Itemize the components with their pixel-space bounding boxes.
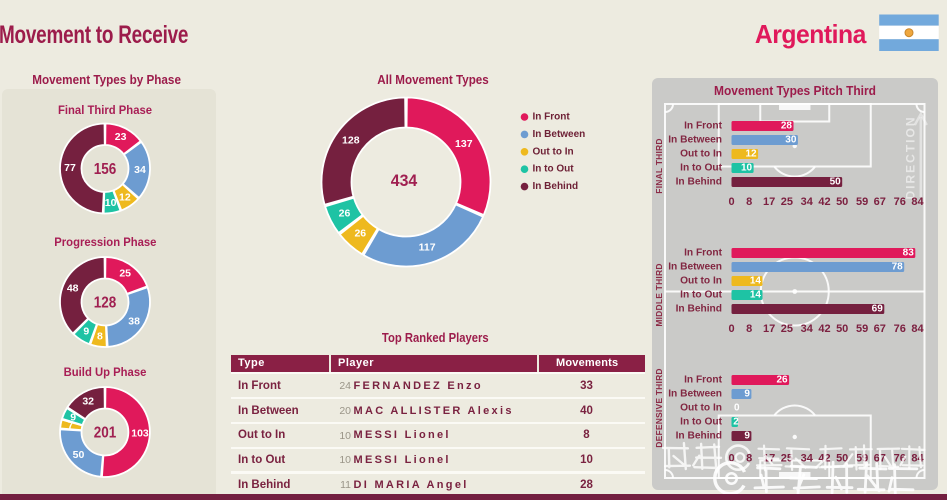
svg-text:42: 42 — [818, 323, 830, 335]
svg-text:12: 12 — [745, 149, 757, 160]
svg-text:50: 50 — [830, 177, 842, 188]
svg-text:25: 25 — [781, 453, 793, 465]
svg-text:128: 128 — [342, 135, 360, 147]
svg-text:67: 67 — [874, 323, 886, 335]
svg-text:32: 32 — [82, 395, 94, 407]
svg-text:FINAL THIRD: FINAL THIRD — [654, 138, 664, 193]
svg-text:77: 77 — [64, 162, 76, 174]
svg-text:50: 50 — [836, 453, 848, 465]
svg-text:84: 84 — [911, 196, 924, 208]
svg-text:10: 10 — [741, 163, 753, 174]
svg-text:76: 76 — [894, 196, 906, 208]
svg-text:0: 0 — [728, 323, 734, 335]
svg-text:0: 0 — [734, 403, 740, 414]
svg-text:67: 67 — [874, 196, 886, 208]
svg-text:9: 9 — [70, 411, 76, 423]
svg-text:48: 48 — [67, 283, 79, 295]
svg-text:In Between: In Between — [668, 389, 722, 400]
svg-text:50: 50 — [836, 196, 848, 208]
svg-text:17: 17 — [763, 323, 775, 335]
svg-text:In Behind: In Behind — [676, 431, 722, 442]
svg-text:156: 156 — [94, 161, 117, 178]
svg-text:17: 17 — [763, 196, 775, 208]
svg-text:MIDDLE THIRD: MIDDLE THIRD — [654, 263, 664, 326]
svg-text:In to Out: In to Out — [680, 290, 722, 301]
svg-text:25: 25 — [119, 267, 131, 279]
svg-text:128: 128 — [94, 295, 117, 312]
svg-text:76: 76 — [894, 323, 906, 335]
svg-text:103: 103 — [131, 427, 149, 439]
svg-text:201: 201 — [94, 425, 117, 442]
svg-text:34: 34 — [801, 323, 814, 335]
svg-text:50: 50 — [836, 323, 848, 335]
svg-text:50: 50 — [73, 449, 85, 461]
svg-text:34: 34 — [801, 196, 814, 208]
svg-text:8: 8 — [97, 331, 103, 343]
svg-text:Out to In: Out to In — [680, 149, 722, 160]
svg-text:26: 26 — [776, 375, 788, 386]
svg-text:59: 59 — [856, 323, 868, 335]
svg-text:DEFENSIVE THIRD: DEFENSIVE THIRD — [654, 368, 664, 448]
svg-text:34: 34 — [801, 453, 814, 465]
svg-text:0: 0 — [728, 196, 734, 208]
svg-text:14: 14 — [750, 276, 762, 287]
svg-text:In Behind: In Behind — [676, 177, 722, 188]
svg-text:12: 12 — [119, 191, 131, 203]
svg-text:8: 8 — [746, 196, 752, 208]
svg-text:DIRECTION: DIRECTION — [904, 116, 918, 200]
svg-text:2: 2 — [733, 417, 739, 428]
svg-text:28: 28 — [781, 121, 793, 132]
svg-text:In Front: In Front — [684, 375, 723, 386]
svg-text:83: 83 — [903, 248, 915, 259]
svg-text:Out to In: Out to In — [680, 403, 722, 414]
svg-text:7: 7 — [68, 420, 74, 432]
svg-text:In to Out: In to Out — [680, 163, 722, 174]
svg-text:0: 0 — [728, 453, 734, 465]
svg-text:26: 26 — [339, 207, 351, 219]
svg-text:434: 434 — [391, 172, 418, 190]
svg-text:In to Out: In to Out — [680, 417, 722, 428]
svg-text:8: 8 — [746, 453, 752, 465]
svg-text:In Front: In Front — [533, 112, 571, 123]
svg-text:25: 25 — [781, 196, 793, 208]
svg-text:In Front: In Front — [684, 121, 723, 132]
svg-text:34: 34 — [134, 164, 146, 176]
svg-text:In Front: In Front — [684, 248, 723, 259]
svg-text:Out to In: Out to In — [533, 146, 574, 157]
svg-text:8: 8 — [746, 323, 752, 335]
svg-text:42: 42 — [818, 196, 830, 208]
svg-text:26: 26 — [354, 228, 366, 240]
svg-text:25: 25 — [781, 323, 793, 335]
svg-text:38: 38 — [128, 315, 140, 327]
svg-text:In Between: In Between — [668, 135, 722, 146]
svg-text:In Behind: In Behind — [533, 181, 579, 192]
svg-text:9: 9 — [83, 326, 89, 338]
svg-text:78: 78 — [892, 262, 904, 273]
svg-text:14: 14 — [750, 290, 762, 301]
svg-text:In Between: In Between — [533, 129, 586, 140]
svg-text:In to Out: In to Out — [533, 164, 575, 175]
svg-text:9: 9 — [744, 431, 750, 442]
svg-text:84: 84 — [911, 323, 924, 335]
svg-text:137: 137 — [455, 138, 473, 150]
svg-text:84: 84 — [911, 453, 924, 465]
svg-text:In Behind: In Behind — [676, 304, 722, 315]
svg-text:59: 59 — [856, 196, 868, 208]
svg-text:9: 9 — [744, 389, 750, 400]
svg-text:23: 23 — [115, 131, 127, 143]
svg-text:117: 117 — [419, 242, 436, 254]
svg-text:10: 10 — [105, 197, 117, 209]
svg-text:30: 30 — [785, 135, 797, 146]
svg-text:Out to In: Out to In — [680, 276, 722, 287]
svg-text:In Between: In Between — [668, 262, 722, 273]
svg-text:69: 69 — [872, 304, 884, 315]
